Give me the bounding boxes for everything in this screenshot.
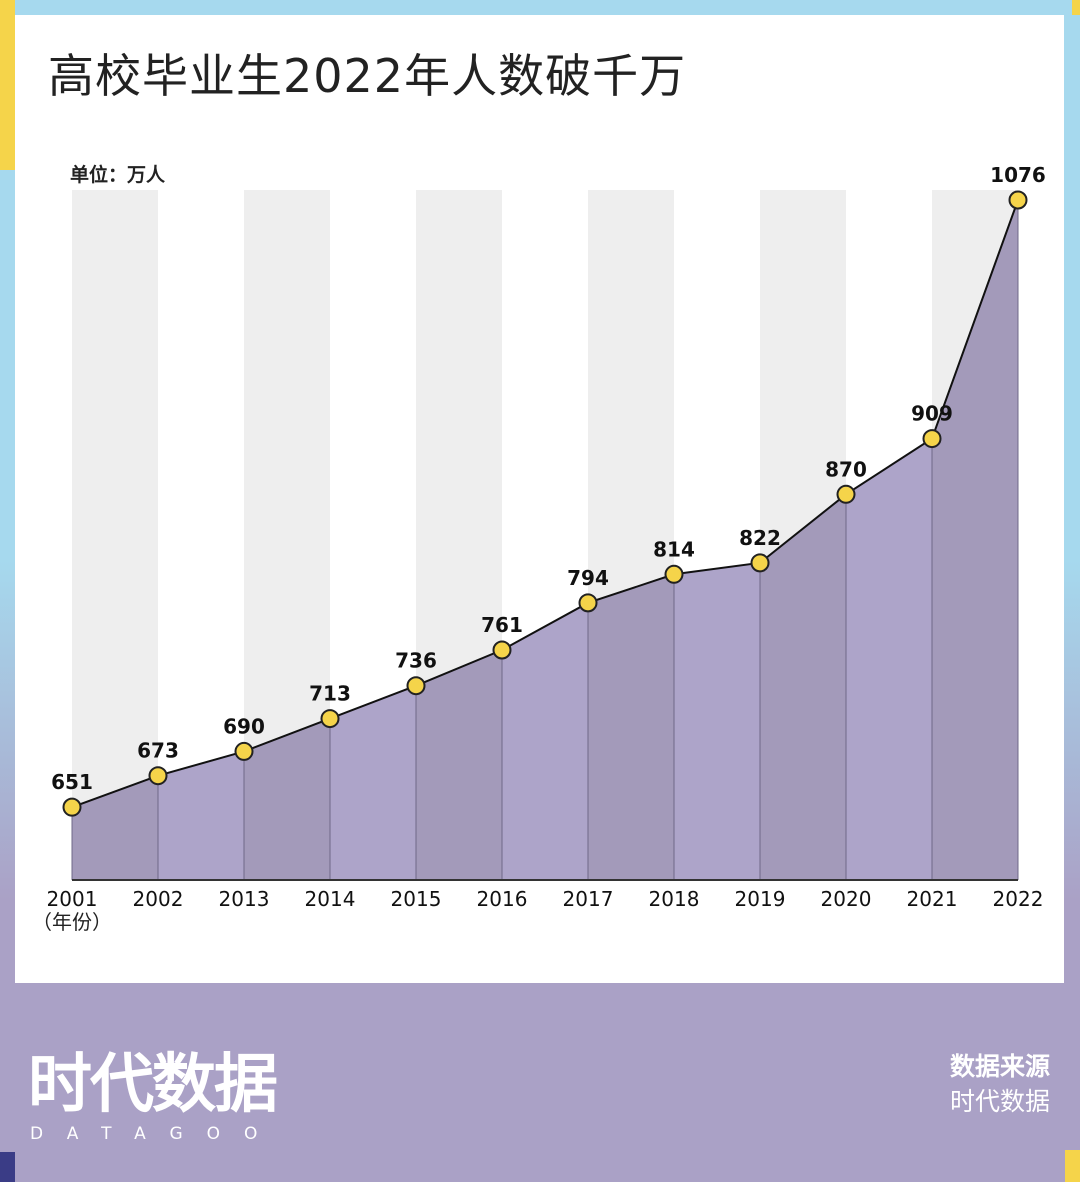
source-name: 时代数据 [949,1087,1050,1116]
right-yellow-accent [1072,0,1080,15]
x-tick-label: 2015 [391,887,442,911]
top-accent-band [0,0,1080,15]
area-segment [846,438,932,880]
x-tick-label: 2020 [821,887,872,911]
data-label: 870 [825,457,867,481]
area-segment [416,650,502,880]
area-segment [588,574,674,880]
data-label: 1076 [990,163,1046,187]
unit-label: 单位：万人 [70,164,166,186]
data-point [922,429,942,449]
area-segment [72,775,158,880]
data-point [492,640,512,660]
logo-datagoo: 时代数据 [28,1048,278,1122]
data-point [836,484,856,504]
data-point [750,553,770,573]
x-tick-label: 2018 [649,887,700,911]
area-segment [158,751,244,880]
x-tick-label: 2001 [47,887,98,911]
corner-accent-yellow [1065,1150,1080,1182]
data-point [148,766,168,786]
area-segment [674,562,760,880]
data-label: 822 [739,526,781,550]
area-segment [244,718,330,880]
data-label: 761 [481,613,523,637]
footer [0,983,1080,1182]
data-point [1008,190,1028,210]
data-label: 909 [911,402,953,426]
data-point [234,741,254,761]
source-label: 数据来源 [949,1052,1050,1081]
x-tick-label: 2022 [993,887,1044,911]
data-label: 736 [395,649,437,673]
data-point [62,797,82,817]
x-axis-unit-note: （年份） [32,910,112,934]
x-tick-label: 2019 [735,887,786,911]
data-label: 814 [653,537,695,561]
data-point [664,564,684,584]
data-label: 673 [137,739,179,763]
data-label: 794 [567,566,609,590]
area-segment [932,200,1018,880]
series-line [71,199,1019,809]
logo-datagoo-en: DATAGOO [30,1124,282,1144]
area-segment [760,494,846,880]
data-point [320,709,340,729]
page-title: 高校毕业生2022年人数破千万 [48,49,687,103]
x-tick-label: 2014 [305,887,356,911]
area-segment [502,602,588,880]
x-tick-label: 2017 [563,887,614,911]
area-segment [330,685,416,880]
x-tick-label: 2021 [907,887,958,911]
corner-accent-blue [0,1152,15,1182]
data-label: 651 [51,770,93,794]
data-label: 690 [223,714,265,738]
background-band [72,190,158,880]
data-point [406,676,426,696]
x-tick-label: 2016 [477,887,528,911]
area-chart: 651 2001 673 2002 690 2013 713 2014 736 2015 761 20… [47,163,1046,911]
data-point [578,593,598,613]
data-label: 713 [309,682,351,706]
x-tick-label: 2002 [133,887,184,911]
x-tick-label: 2013 [219,887,270,911]
left-yellow-accent [0,0,15,170]
